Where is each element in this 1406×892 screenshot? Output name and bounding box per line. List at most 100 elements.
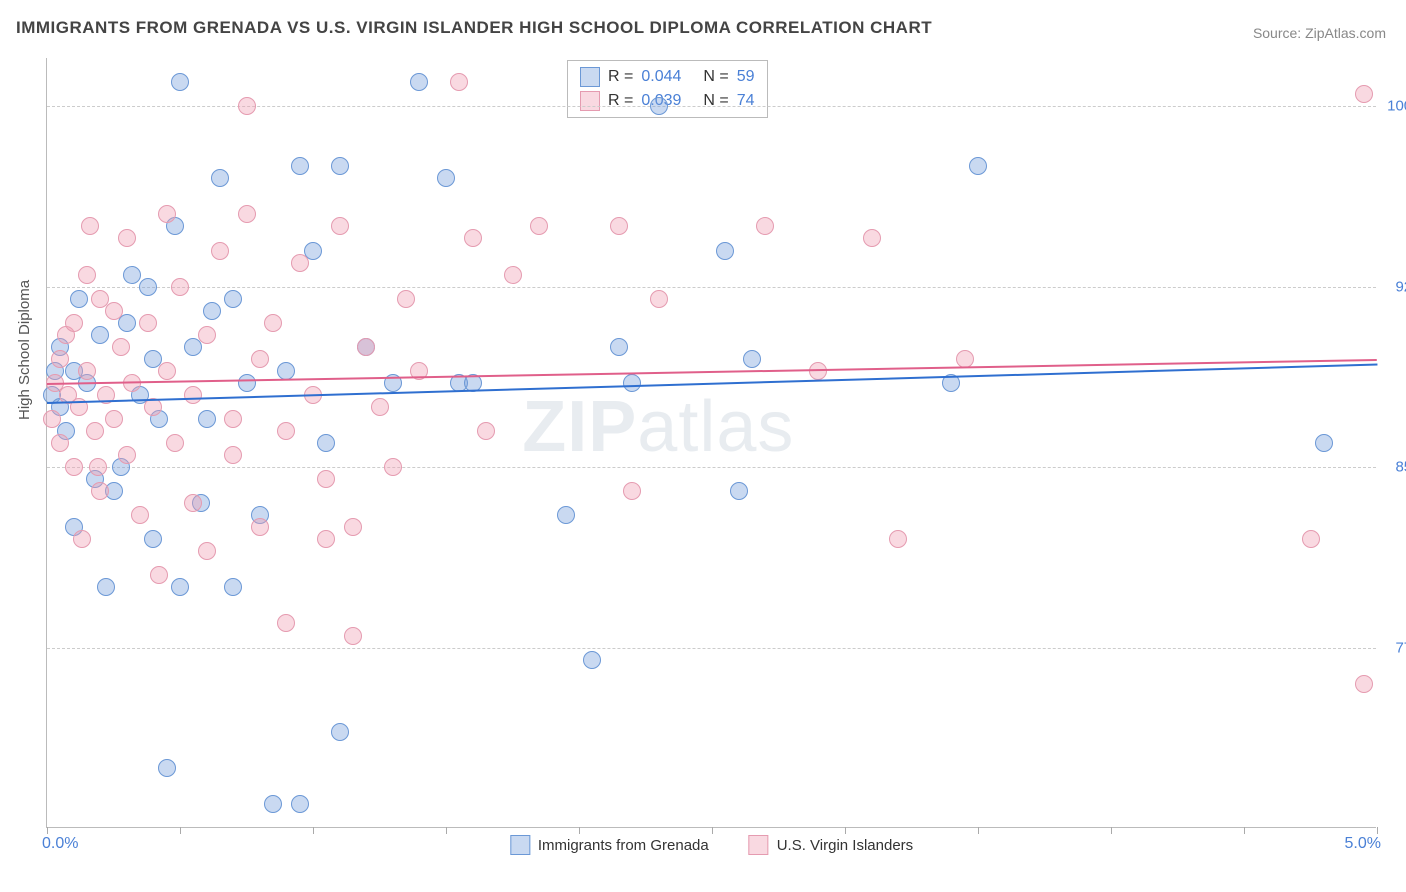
y-tick-label: 100.0% <box>1387 98 1406 115</box>
chart-title: IMMIGRANTS FROM GRENADA VS U.S. VIRGIN I… <box>16 18 932 38</box>
y-tick-label: 85.0% <box>1395 459 1406 476</box>
chart-plot-area: ZIPatlas R = 0.044 N = 59 R = 0.039 N = … <box>46 58 1376 828</box>
scatter-point <box>150 566 168 584</box>
legend-swatch-blue-icon <box>510 835 530 855</box>
legend-item-usvi: U.S. Virgin Islanders <box>749 835 913 855</box>
scatter-point <box>91 482 109 500</box>
scatter-point <box>171 578 189 596</box>
scatter-point <box>623 374 641 392</box>
watermark: ZIPatlas <box>522 386 794 468</box>
scatter-point <box>450 73 468 91</box>
scatter-point <box>277 422 295 440</box>
scatter-point <box>97 578 115 596</box>
scatter-point <box>623 482 641 500</box>
scatter-point <box>716 242 734 260</box>
x-tick-left: 0.0% <box>42 835 78 853</box>
scatter-point <box>81 217 99 235</box>
scatter-point <box>317 434 335 452</box>
scatter-point <box>317 530 335 548</box>
stats-row-usvi: R = 0.039 N = 74 <box>580 89 755 113</box>
scatter-point <box>166 434 184 452</box>
scatter-point <box>131 506 149 524</box>
scatter-point <box>211 169 229 187</box>
scatter-point <box>331 723 349 741</box>
stats-row-grenada: R = 0.044 N = 59 <box>580 65 755 89</box>
stat-n-value-2: 74 <box>737 89 755 113</box>
scatter-point <box>65 458 83 476</box>
x-tick <box>1111 827 1112 834</box>
scatter-point <box>112 338 130 356</box>
scatter-point <box>144 530 162 548</box>
scatter-point <box>118 314 136 332</box>
x-tick <box>978 827 979 834</box>
scatter-point <box>610 217 628 235</box>
scatter-point <box>530 217 548 235</box>
scatter-point <box>198 410 216 428</box>
scatter-point <box>1355 85 1373 103</box>
scatter-point <box>331 157 349 175</box>
scatter-point <box>291 254 309 272</box>
scatter-point <box>397 290 415 308</box>
scatter-point <box>610 338 628 356</box>
scatter-point <box>650 97 668 115</box>
swatch-pink-icon <box>580 91 600 111</box>
x-tick <box>579 827 580 834</box>
scatter-point <box>1355 675 1373 693</box>
scatter-point <box>70 290 88 308</box>
x-tick <box>313 827 314 834</box>
x-tick <box>1377 827 1378 834</box>
scatter-point <box>118 446 136 464</box>
x-tick <box>180 827 181 834</box>
scatter-point <box>139 314 157 332</box>
scatter-point <box>184 494 202 512</box>
stat-r-value-1: 0.044 <box>641 65 681 89</box>
scatter-point <box>211 242 229 260</box>
scatter-point <box>198 542 216 560</box>
scatter-point <box>331 217 349 235</box>
scatter-point <box>51 350 69 368</box>
scatter-point <box>344 518 362 536</box>
watermark-bold: ZIP <box>522 387 637 467</box>
scatter-point <box>291 157 309 175</box>
scatter-point <box>89 458 107 476</box>
scatter-point <box>504 266 522 284</box>
y-tick-label: 77.5% <box>1395 639 1406 656</box>
scatter-point <box>198 326 216 344</box>
scatter-point <box>171 73 189 91</box>
scatter-point <box>51 434 69 452</box>
scatter-point <box>344 627 362 645</box>
scatter-point <box>171 278 189 296</box>
source-label: Source: ZipAtlas.com <box>1253 25 1386 41</box>
scatter-point <box>730 482 748 500</box>
scatter-point <box>78 362 96 380</box>
scatter-point <box>889 530 907 548</box>
scatter-point <box>158 759 176 777</box>
stat-n-label: N = <box>703 65 728 89</box>
scatter-point <box>105 302 123 320</box>
scatter-point <box>203 302 221 320</box>
scatter-point <box>224 290 242 308</box>
scatter-point <box>158 205 176 223</box>
swatch-blue-icon <box>580 67 600 87</box>
scatter-point <box>224 446 242 464</box>
scatter-point <box>583 651 601 669</box>
stat-r-label: R = <box>608 65 633 89</box>
stat-n-value-1: 59 <box>737 65 755 89</box>
scatter-point <box>743 350 761 368</box>
scatter-point <box>756 217 774 235</box>
scatter-point <box>224 578 242 596</box>
scatter-point <box>78 266 96 284</box>
scatter-point <box>437 169 455 187</box>
scatter-point <box>956 350 974 368</box>
scatter-point <box>1302 530 1320 548</box>
gridline <box>47 467 1376 468</box>
x-tick <box>845 827 846 834</box>
scatter-point <box>317 470 335 488</box>
x-tick <box>47 827 48 834</box>
scatter-point <box>264 795 282 813</box>
scatter-point <box>118 229 136 247</box>
legend-swatch-pink-icon <box>749 835 769 855</box>
y-tick-label: 92.5% <box>1395 278 1406 295</box>
bottom-legend: Immigrants from Grenada U.S. Virgin Isla… <box>510 835 913 855</box>
scatter-point <box>650 290 668 308</box>
